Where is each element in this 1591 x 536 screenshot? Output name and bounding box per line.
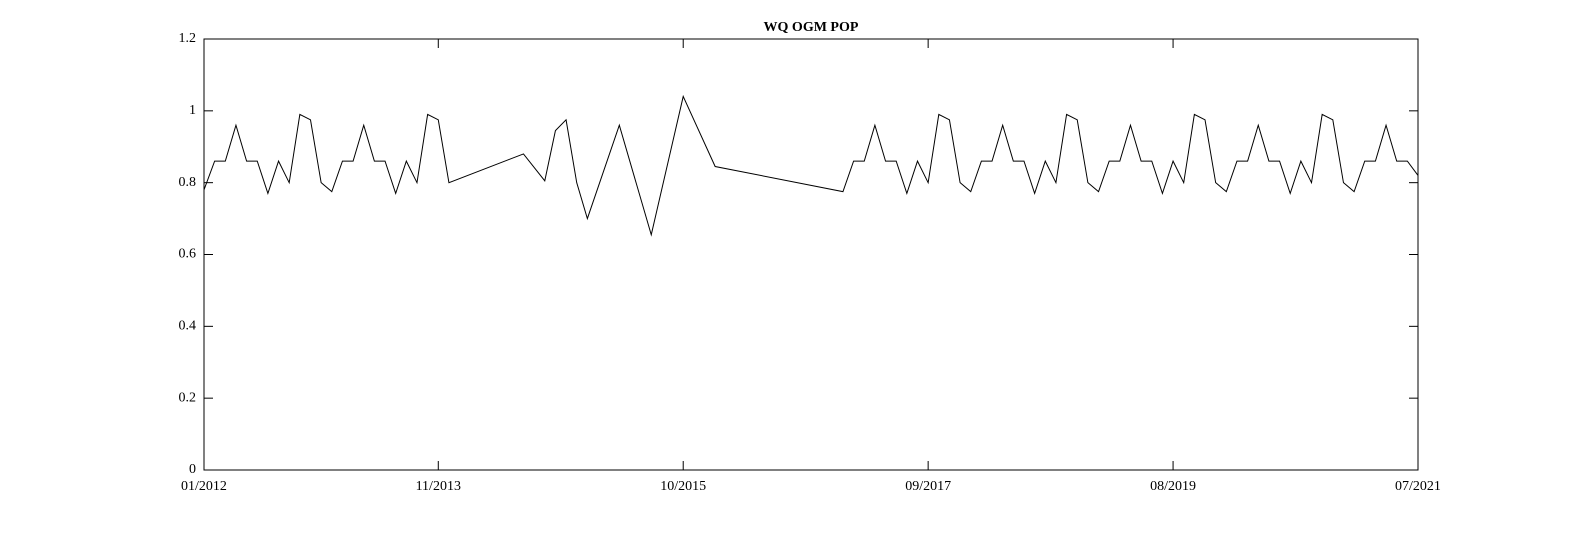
y-tick-label: 0.4	[179, 319, 197, 334]
x-tick-label: 11/2013	[416, 479, 461, 494]
x-tick-label: 01/2012	[181, 479, 227, 494]
y-tick-label: 0.8	[179, 175, 197, 190]
plot-frame	[203, 38, 1419, 471]
y-tick-label: 0.6	[179, 247, 197, 262]
y-tick-label: 1.2	[179, 31, 197, 46]
x-tick-label: 07/2021	[1395, 479, 1441, 494]
chart-title: WQ OGM POP	[764, 20, 859, 35]
y-tick-label: 0.2	[179, 390, 197, 405]
x-tick-label: 10/2015	[660, 479, 706, 494]
y-tick-label: 1	[189, 103, 196, 118]
data-line	[203, 94, 1419, 470]
y-tick-label: 0	[189, 462, 196, 477]
x-tick-label: 09/2017	[905, 479, 951, 494]
x-tick-label: 08/2019	[1150, 479, 1196, 494]
